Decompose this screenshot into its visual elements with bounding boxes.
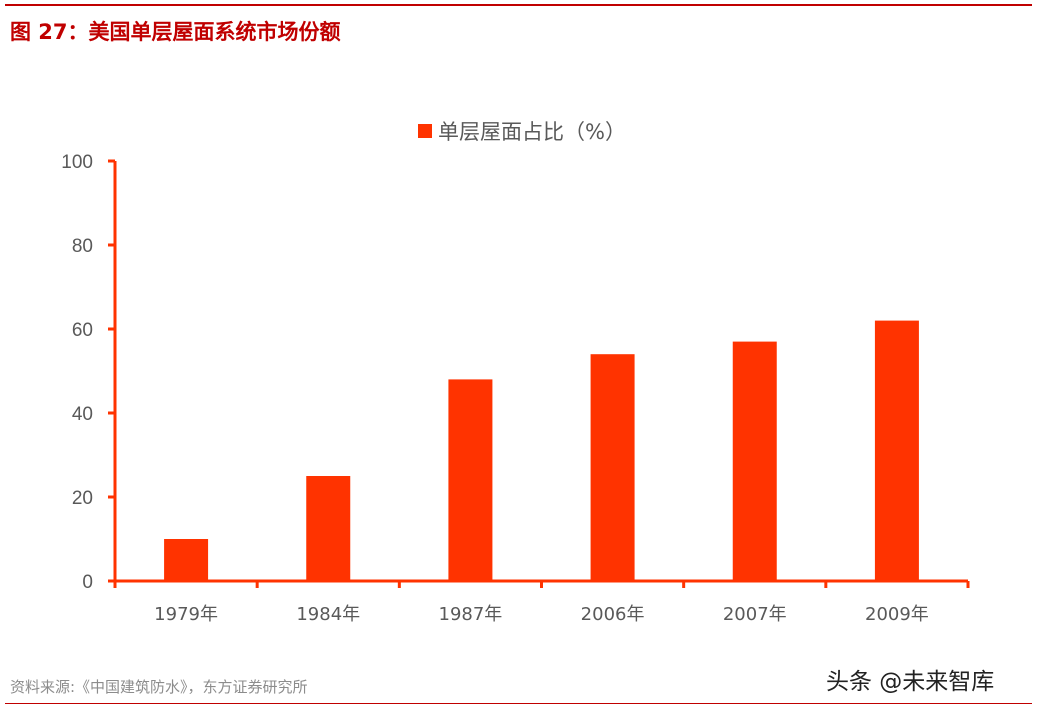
y-tick-label: 20 bbox=[72, 488, 93, 509]
chart-legend: 单层屋面占比（%） bbox=[418, 116, 626, 146]
bottom-rule bbox=[5, 703, 1032, 704]
y-tick-label: 60 bbox=[72, 320, 93, 341]
x-tick-label: 2007年 bbox=[723, 604, 787, 625]
watermark: 头条 @未来智库 bbox=[826, 669, 995, 695]
bar-1984年 bbox=[306, 476, 351, 581]
x-tick-label: 1984年 bbox=[296, 604, 360, 625]
figure-title: 图 27：美国单层屋面系统市场份额 bbox=[10, 20, 341, 44]
x-tick-label: 2009年 bbox=[865, 604, 929, 625]
x-tick-label: 1979年 bbox=[154, 604, 218, 625]
y-tick-label: 40 bbox=[72, 404, 93, 425]
legend-swatch-icon bbox=[418, 124, 432, 138]
bar-1987年 bbox=[448, 379, 493, 581]
y-tick-label: 100 bbox=[61, 152, 93, 173]
bar-2007年 bbox=[732, 341, 777, 581]
legend-label: 单层屋面占比（%） bbox=[438, 120, 626, 144]
bar-2009年 bbox=[874, 320, 919, 581]
source-note: 资料来源:《中国建筑防水》，东方证券研究所 bbox=[10, 678, 308, 696]
bar-2006年 bbox=[590, 354, 635, 581]
bar-1979年 bbox=[164, 539, 209, 581]
x-tick-label: 1987年 bbox=[439, 604, 503, 625]
top-rule bbox=[5, 4, 1032, 6]
y-tick-label: 80 bbox=[72, 236, 93, 257]
y-tick-label: 0 bbox=[82, 572, 93, 593]
x-tick-label: 2006年 bbox=[581, 604, 645, 625]
